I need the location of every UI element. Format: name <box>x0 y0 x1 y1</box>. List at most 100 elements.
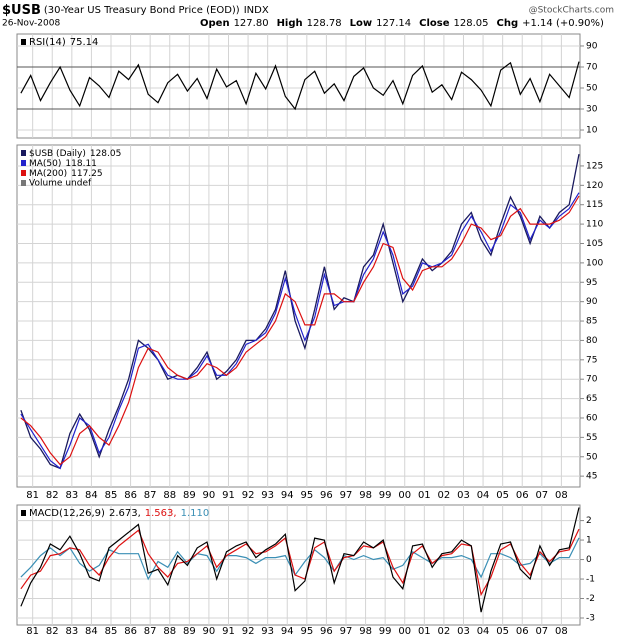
y-tick-label: -1 <box>586 575 595 585</box>
x-tick-label: 85 <box>105 490 118 501</box>
quote-value: 127.14 <box>376 18 411 29</box>
quote-value: 127.80 <box>234 18 269 29</box>
x-tick-label: 81 <box>26 626 39 637</box>
legend: $USB (Daily) 128.05 <box>29 149 121 159</box>
x-tick-label: 84 <box>85 626 98 637</box>
x-tick-label: 86 <box>124 490 137 501</box>
x-tick-label: 98 <box>359 490 372 501</box>
x-tick-label: 92 <box>242 490 255 501</box>
x-tick-label: 03 <box>457 490 470 501</box>
x-tick-label: 88 <box>163 626 176 637</box>
legend-icon <box>21 150 26 156</box>
legend: RSI(14) 75.14 <box>29 37 98 48</box>
y-tick-label: 1 <box>586 536 592 546</box>
x-tick-label: 81 <box>26 490 39 501</box>
x-tick-label: 08 <box>555 626 568 637</box>
description: (30-Year US Treasury Bond Price (EOD)) <box>44 5 240 16</box>
x-tick-label: 90 <box>203 490 216 501</box>
y-tick-label: 80 <box>586 336 598 346</box>
x-tick-label: 07 <box>535 626 548 637</box>
quote-label: Close <box>419 18 450 29</box>
y-tick-label: 105 <box>586 239 603 249</box>
x-tick-label: 82 <box>46 490 59 501</box>
legend-volume: Volume undef <box>29 179 92 189</box>
x-tick-label: 00 <box>398 490 411 501</box>
x-tick-label: 83 <box>65 490 78 501</box>
x-tick-label: 91 <box>222 490 235 501</box>
x-tick-label: 99 <box>379 626 392 637</box>
y-tick-label: 60 <box>586 413 598 423</box>
series-line <box>20 507 580 613</box>
x-tick-label: 96 <box>320 626 333 637</box>
x-tick-label: 01 <box>418 626 431 637</box>
y-tick-label: 110 <box>586 220 603 230</box>
x-tick-label: 95 <box>300 490 313 501</box>
x-tick-label: 06 <box>516 490 529 501</box>
y-tick-label: -2 <box>586 594 595 604</box>
x-tick-label: 94 <box>281 490 294 501</box>
quote-value: +1.14 (+0.90%) <box>522 18 604 29</box>
legend-icon <box>21 160 26 166</box>
y-tick-label: 30 <box>586 105 598 115</box>
legend-icon <box>21 170 26 176</box>
y-tick-label: 55 <box>586 433 597 443</box>
quote-label: Open <box>200 18 230 29</box>
y-tick-label: 45 <box>586 472 597 482</box>
x-tick-label: 88 <box>163 490 176 501</box>
x-tick-label: 04 <box>477 490 490 501</box>
quote-value: 128.78 <box>307 18 342 29</box>
x-tick-label: 92 <box>242 626 255 637</box>
x-tick-label: 82 <box>46 626 59 637</box>
x-tick-label: 06 <box>516 626 529 637</box>
x-tick-label: 87 <box>144 626 157 637</box>
y-tick-label: 95 <box>586 278 597 288</box>
x-tick-label: 99 <box>379 490 392 501</box>
x-tick-label: 01 <box>418 490 431 501</box>
series-line <box>20 195 580 466</box>
symbol: $USB <box>2 3 41 18</box>
exchange: INDX <box>244 5 269 16</box>
y-tick-label: 125 <box>586 161 603 171</box>
y-tick-label: 2 <box>586 516 592 526</box>
x-tick-label: 04 <box>477 626 490 637</box>
y-tick-label: -3 <box>586 613 595 623</box>
legend-value: 117.25 <box>71 169 103 179</box>
y-tick-label: 115 <box>586 200 603 210</box>
x-tick-label: 95 <box>300 626 313 637</box>
series-line <box>20 61 580 111</box>
x-tick-label: 83 <box>65 626 78 637</box>
series-line <box>20 153 580 470</box>
y-tick-label: 50 <box>586 452 598 462</box>
panel-frame <box>16 144 581 488</box>
panel-frame <box>16 33 581 139</box>
legend-value: 118.11 <box>65 159 97 169</box>
legend-value: 1.110 <box>181 508 210 519</box>
legend-icon <box>21 510 26 516</box>
x-tick-label: 08 <box>555 490 568 501</box>
x-tick-label: 97 <box>340 626 353 637</box>
legend-name: MA(50) <box>29 159 61 169</box>
legend-value: 2.673, <box>109 508 141 519</box>
x-tick-label: 03 <box>457 626 470 637</box>
y-tick-label: 90 <box>586 41 598 51</box>
y-tick-label: 75 <box>586 355 597 365</box>
legend-value: 128.05 <box>90 149 122 159</box>
legend-icon <box>21 39 26 45</box>
x-tick-label: 02 <box>438 490 451 501</box>
legend-title: MACD(12,26,9) <box>29 508 105 519</box>
x-tick-label: 05 <box>496 490 509 501</box>
quote-label: Low <box>350 18 372 29</box>
legend: MA(50) 118.11 <box>29 159 97 169</box>
legend-title: RSI(14) <box>29 37 66 48</box>
x-tick-label: 91 <box>222 626 235 637</box>
legend-name: $USB (Daily) <box>29 149 86 159</box>
date: 26-Nov-2008 <box>2 19 60 29</box>
quote: Open 127.80 High 128.78 Low 127.14 Close 128.05… <box>200 18 604 29</box>
legend: MACD(12,26,9) 2.673, 1.563, 1.110 <box>29 508 209 519</box>
quote-value: 128.05 <box>454 18 489 29</box>
y-tick-label: 90 <box>586 297 598 307</box>
header-title: $USB (30-Year US Treasury Bond Price (EOD… <box>2 3 269 18</box>
y-tick-label: 0 <box>586 555 592 565</box>
quote-label: Chg <box>497 18 519 29</box>
